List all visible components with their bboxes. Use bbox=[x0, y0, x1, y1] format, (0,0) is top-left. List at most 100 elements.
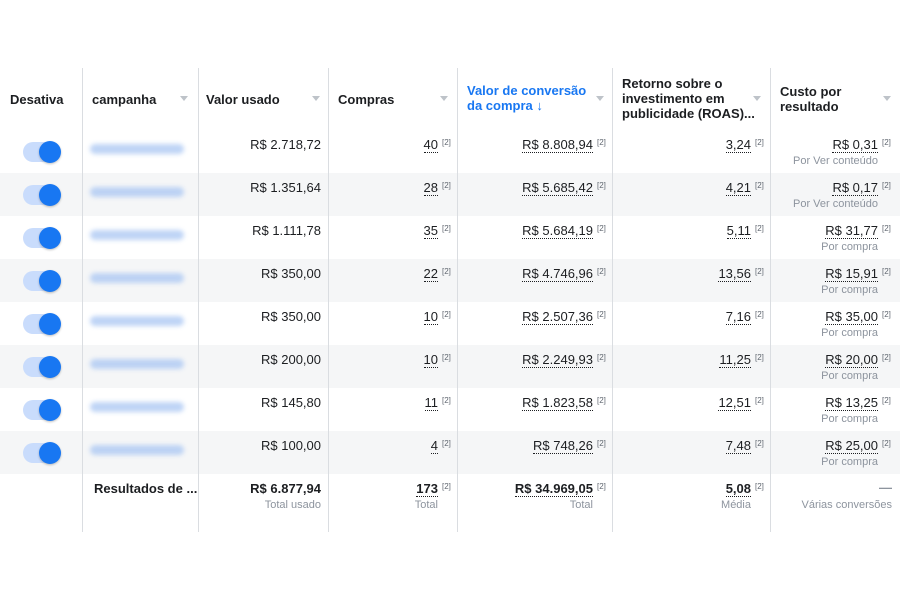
note-marker: [2] bbox=[882, 138, 891, 147]
purchases-value[interactable]: 4 bbox=[430, 438, 438, 454]
purchases-value[interactable]: 10 bbox=[423, 309, 438, 325]
spend-value: R$ 145,80 bbox=[261, 395, 321, 410]
column-divider bbox=[198, 68, 199, 532]
table-row[interactable]: R$ 1.351,64 28 [2] R$ 5.685,42 [2] 4,21 [2] R$ … bbox=[0, 173, 900, 216]
purchases-value[interactable]: 11 bbox=[424, 395, 438, 411]
column-divider bbox=[612, 68, 613, 532]
purchases-value[interactable]: 22 bbox=[423, 266, 438, 282]
campaign-name-redacted[interactable] bbox=[90, 445, 184, 455]
header-label-line: Retorno sobre o bbox=[622, 76, 723, 91]
campaign-toggle[interactable] bbox=[23, 399, 61, 421]
sort-caret-icon[interactable] bbox=[596, 96, 604, 101]
note-marker: [2] bbox=[442, 310, 451, 319]
campaign-name-redacted[interactable] bbox=[90, 402, 184, 412]
campaign-toggle[interactable] bbox=[23, 184, 61, 206]
roas-value[interactable]: 11,25 bbox=[719, 352, 751, 368]
totals-roas[interactable]: 5,08 bbox=[725, 481, 751, 497]
cost-value[interactable]: R$ 35,00 bbox=[825, 309, 878, 325]
table-row[interactable]: R$ 350,00 22 [2] R$ 4.746,96 [2] 13,56 [2] R$ 1… bbox=[0, 259, 900, 302]
note-marker: [2] bbox=[597, 310, 606, 319]
header-label-line: Valor de conversão bbox=[467, 83, 587, 98]
campaign-name-redacted[interactable] bbox=[90, 187, 184, 197]
table-row[interactable]: R$ 350,00 10 [2] R$ 2.507,36 [2] 7,16 [2] R$ 35… bbox=[0, 302, 900, 345]
table-row[interactable]: R$ 145,80 11 [2] R$ 1.823,58 [2] 12,51 [2] R$ 1… bbox=[0, 388, 900, 431]
campaign-name-redacted[interactable] bbox=[90, 359, 184, 369]
cost-value[interactable]: R$ 15,91 bbox=[825, 266, 878, 282]
header-label: Compras bbox=[338, 92, 395, 107]
totals-conv-value-caption: Total bbox=[569, 499, 593, 511]
cost-value[interactable]: R$ 20,00 bbox=[825, 352, 878, 368]
column-divider bbox=[457, 68, 458, 532]
conv-value[interactable]: R$ 2.249,93 bbox=[522, 352, 593, 368]
table-row[interactable]: R$ 2.718,72 40 [2] R$ 8.808,94 [2] 3,24 [2] R$ … bbox=[0, 130, 900, 173]
toggle-knob bbox=[39, 399, 61, 421]
sort-caret-icon[interactable] bbox=[440, 96, 448, 101]
campaign-toggle[interactable] bbox=[23, 141, 61, 163]
sort-caret-icon[interactable] bbox=[180, 96, 188, 101]
cost-result-type: Por compra bbox=[821, 413, 878, 425]
campaign-toggle[interactable] bbox=[23, 356, 61, 378]
header-toggle-col[interactable]: Desativa bbox=[0, 68, 82, 130]
note-marker: [2] bbox=[442, 439, 451, 448]
roas-value[interactable]: 3,24 bbox=[725, 137, 751, 153]
cost-value[interactable]: R$ 13,25 bbox=[825, 395, 878, 411]
totals-purchases[interactable]: 173 bbox=[416, 481, 438, 497]
conv-value[interactable]: R$ 1.823,58 bbox=[522, 395, 593, 411]
cost-value[interactable]: R$ 0,31 bbox=[832, 137, 878, 153]
table-row[interactable]: R$ 200,00 10 [2] R$ 2.249,93 [2] 11,25 [2] R$ 2… bbox=[0, 345, 900, 388]
header-cost-col[interactable]: Custo por resultado bbox=[770, 68, 900, 130]
roas-value[interactable]: 7,48 bbox=[725, 438, 751, 454]
cost-value[interactable]: R$ 0,17 bbox=[832, 180, 878, 196]
header-campaign-col[interactable]: campanha bbox=[82, 68, 198, 130]
note-marker: [2] bbox=[755, 267, 764, 276]
campaign-toggle[interactable] bbox=[23, 313, 61, 335]
roas-value[interactable]: 4,21 bbox=[725, 180, 751, 196]
header-label-line: da compra ↓ bbox=[467, 98, 543, 113]
toggle-knob bbox=[39, 270, 61, 292]
conv-value[interactable]: R$ 5.684,19 bbox=[522, 223, 593, 239]
conv-value[interactable]: R$ 8.808,94 bbox=[522, 137, 593, 153]
header-purchases-col[interactable]: Compras bbox=[328, 68, 457, 130]
campaign-toggle[interactable] bbox=[23, 442, 61, 464]
header-label: Valor usado bbox=[206, 92, 280, 107]
note-marker: [2] bbox=[882, 267, 891, 276]
note-marker: [2] bbox=[882, 396, 891, 405]
header-label-line: Custo por bbox=[780, 84, 842, 99]
conv-value[interactable]: R$ 2.507,36 bbox=[522, 309, 593, 325]
campaign-toggle[interactable] bbox=[23, 227, 61, 249]
header-conv-value-col[interactable]: Valor de conversão da compra ↓ bbox=[457, 68, 612, 130]
sort-caret-icon[interactable] bbox=[883, 96, 891, 101]
campaign-toggle[interactable] bbox=[23, 270, 61, 292]
cost-value[interactable]: R$ 31,77 bbox=[825, 223, 878, 239]
campaign-name-redacted[interactable] bbox=[90, 316, 184, 326]
conv-value[interactable]: R$ 5.685,42 bbox=[522, 180, 593, 196]
campaign-name-redacted[interactable] bbox=[90, 144, 184, 154]
purchases-value[interactable]: 35 bbox=[423, 223, 438, 239]
purchases-value[interactable]: 40 bbox=[423, 137, 438, 153]
roas-value[interactable]: 13,56 bbox=[718, 266, 751, 282]
purchases-value[interactable]: 10 bbox=[423, 352, 438, 368]
purchases-value[interactable]: 28 bbox=[423, 180, 438, 196]
conv-value[interactable]: R$ 748,26 bbox=[533, 438, 593, 454]
campaign-name-redacted[interactable] bbox=[90, 230, 184, 240]
header-label: Desativa bbox=[10, 92, 64, 107]
conv-value[interactable]: R$ 4.746,96 bbox=[522, 266, 593, 282]
roas-value[interactable]: 7,16 bbox=[725, 309, 751, 325]
totals-cost: — bbox=[879, 480, 892, 495]
table-row[interactable]: R$ 100,00 4 [2] R$ 748,26 [2] 7,48 [2] R$ 25,00… bbox=[0, 431, 900, 474]
header-spend-col[interactable]: Valor usado bbox=[198, 68, 328, 130]
sort-caret-icon[interactable] bbox=[312, 96, 320, 101]
totals-conv-value[interactable]: R$ 34.969,05 bbox=[514, 481, 593, 497]
cost-value[interactable]: R$ 25,00 bbox=[825, 438, 878, 454]
campaign-name-redacted[interactable] bbox=[90, 273, 184, 283]
roas-value[interactable]: 5,11 bbox=[726, 223, 751, 239]
spend-value: R$ 1.111,78 bbox=[252, 223, 321, 238]
header-label-line: investimento em bbox=[622, 91, 725, 106]
table-row[interactable]: R$ 1.111,78 35 [2] R$ 5.684,19 [2] 5,11 [2] R$ … bbox=[0, 216, 900, 259]
roas-value[interactable]: 12,51 bbox=[718, 395, 751, 411]
note-marker: [2] bbox=[882, 181, 891, 190]
sort-caret-icon[interactable] bbox=[753, 96, 761, 101]
note-marker: [2] bbox=[755, 396, 764, 405]
header-roas-col[interactable]: Retorno sobre o investimento em publicid… bbox=[612, 68, 770, 130]
header-label-line: publicidade (ROAS)... bbox=[622, 106, 755, 121]
